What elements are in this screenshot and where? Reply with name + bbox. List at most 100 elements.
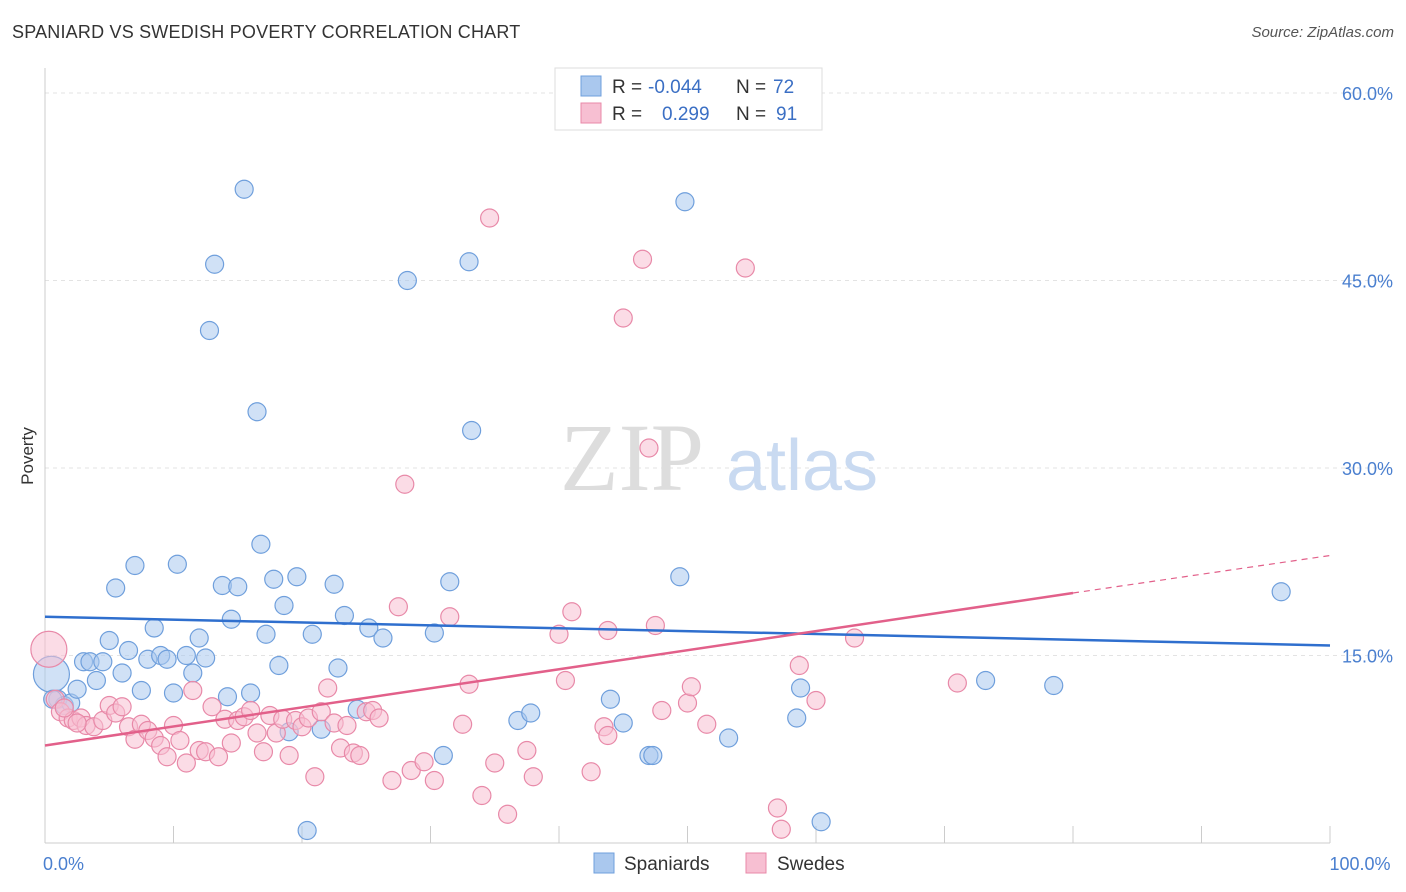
swedes-point-32 [247,723,267,743]
spaniards-point-59 [521,703,541,723]
spaniards-point-26 [205,254,225,274]
spaniards-point-35 [256,624,276,644]
series-legend-swatch-spaniards [593,852,615,874]
correlation-legend: R = -0.044 N = 72 R = 0.299 N = 91 [554,67,823,131]
swedes-point-87 [844,628,865,648]
swedes-point-25 [202,697,222,717]
swedes-point-28 [221,733,241,753]
spaniards-point-40 [287,567,307,587]
spaniards-point-66 [790,678,811,698]
swedes-point-53 [388,597,408,617]
spaniards-point-64 [719,728,739,748]
swedes-point-68 [555,670,576,691]
series-layer [30,179,1291,841]
swedes-point-43 [318,678,338,698]
spaniards-point-54 [459,252,479,272]
swedes-point-61 [472,785,492,806]
spaniards-point-22 [183,663,203,683]
legend-r-label-2: R = [612,104,642,125]
spaniards-point-69 [1044,675,1064,696]
spaniards-point-13 [125,555,145,576]
spaniards-point-46 [334,605,355,626]
spaniards-point-50 [397,270,417,291]
swedes-point-82 [735,258,755,278]
spaniards-point-33 [247,402,267,422]
spaniards-point-24 [196,648,216,668]
legend-n-label-2: N = [736,104,766,125]
x-tick-label-0: 0.0% [43,854,84,874]
spaniards-point-12 [118,640,139,661]
spaniards-point-45 [328,658,348,678]
legend-n-label-1: N = [736,77,766,98]
spaniards-point-30 [228,577,248,597]
watermark-zip: ZIP [560,404,704,511]
swedes-point-59 [453,714,473,734]
spaniards-point-32 [241,683,261,703]
swedes-point-80 [681,677,701,697]
spaniards-point-7 [86,670,107,691]
legend-swatch-swedes [580,102,602,124]
spaniards-point-9 [99,630,119,651]
chart-title: SPANIARD VS SWEDISH POVERTY CORRELATION … [12,22,521,42]
swedes-trend-extension [1072,554,1331,594]
spaniards-point-52 [433,745,453,766]
spaniards-point-57 [670,567,690,587]
swedes-point-20 [170,730,190,751]
spaniards-point-34 [251,534,271,554]
swedes-point-37 [279,745,299,766]
swedes-point-56 [414,752,434,772]
swedes-point-79 [677,693,698,713]
swedes-point-11 [112,697,132,717]
axes [44,68,1331,844]
swedes-point-66 [523,767,543,787]
x-tick-labels: 0.0% 100.0% [43,854,1391,874]
swedes-point-51 [369,708,389,728]
series-legend-label-swedes: Swedes [777,854,845,875]
y-tick-label-0: 15.0% [1342,647,1393,667]
spaniards-point-56 [675,192,695,212]
spaniards-point-10 [106,578,126,598]
swedes-point-46 [337,715,357,736]
y-tick-label-2: 45.0% [1342,272,1393,292]
swedes-point-48 [350,745,370,766]
spaniards-point-65 [787,708,807,728]
swedes-point-63 [485,753,505,773]
spaniards-point-51 [424,623,444,643]
spaniards-point-44 [324,574,344,594]
swedes-point-86 [806,690,826,711]
series-swedes [30,208,967,839]
swedes-point-83 [767,798,788,818]
swedes-point-67 [549,624,569,644]
spaniards-point-38 [274,595,294,616]
swedes-trend-line [44,591,1074,747]
spaniards-point-49 [373,628,393,648]
swedes-point-22 [183,680,203,701]
y-axis-label: Poverty [18,427,37,485]
y-tick-label-3: 60.0% [1342,84,1393,104]
swedes-point-88 [947,673,967,693]
spaniards-point-16 [144,618,164,638]
spaniards-point-53 [440,572,460,592]
spaniards-point-61 [613,713,633,733]
legend-r-value-2: 0.299 [662,104,710,125]
spaniards-point-41 [297,820,317,841]
swedes-point-65 [517,740,537,761]
legend-r-value-1: -0.044 [648,77,702,98]
watermark: ZIP atlas [560,404,878,511]
swedes-point-84 [771,819,791,839]
spaniards-point-8 [93,652,113,672]
swedes-point-64 [498,804,518,824]
spaniards-point-63 [643,745,663,766]
swedes-point-69 [562,602,582,622]
swedes-point-52 [382,770,402,791]
swedes-point-90 [67,713,87,733]
spaniards-point-60 [600,689,621,709]
spaniards-point-29 [221,609,241,629]
swedes-point-77 [645,615,665,636]
swedes-point-89 [54,698,74,718]
swedes-point-74 [613,308,633,328]
spaniards-point-42 [302,624,322,644]
spaniards-point-55 [462,420,482,441]
legend-swatch-spaniards [580,75,602,97]
